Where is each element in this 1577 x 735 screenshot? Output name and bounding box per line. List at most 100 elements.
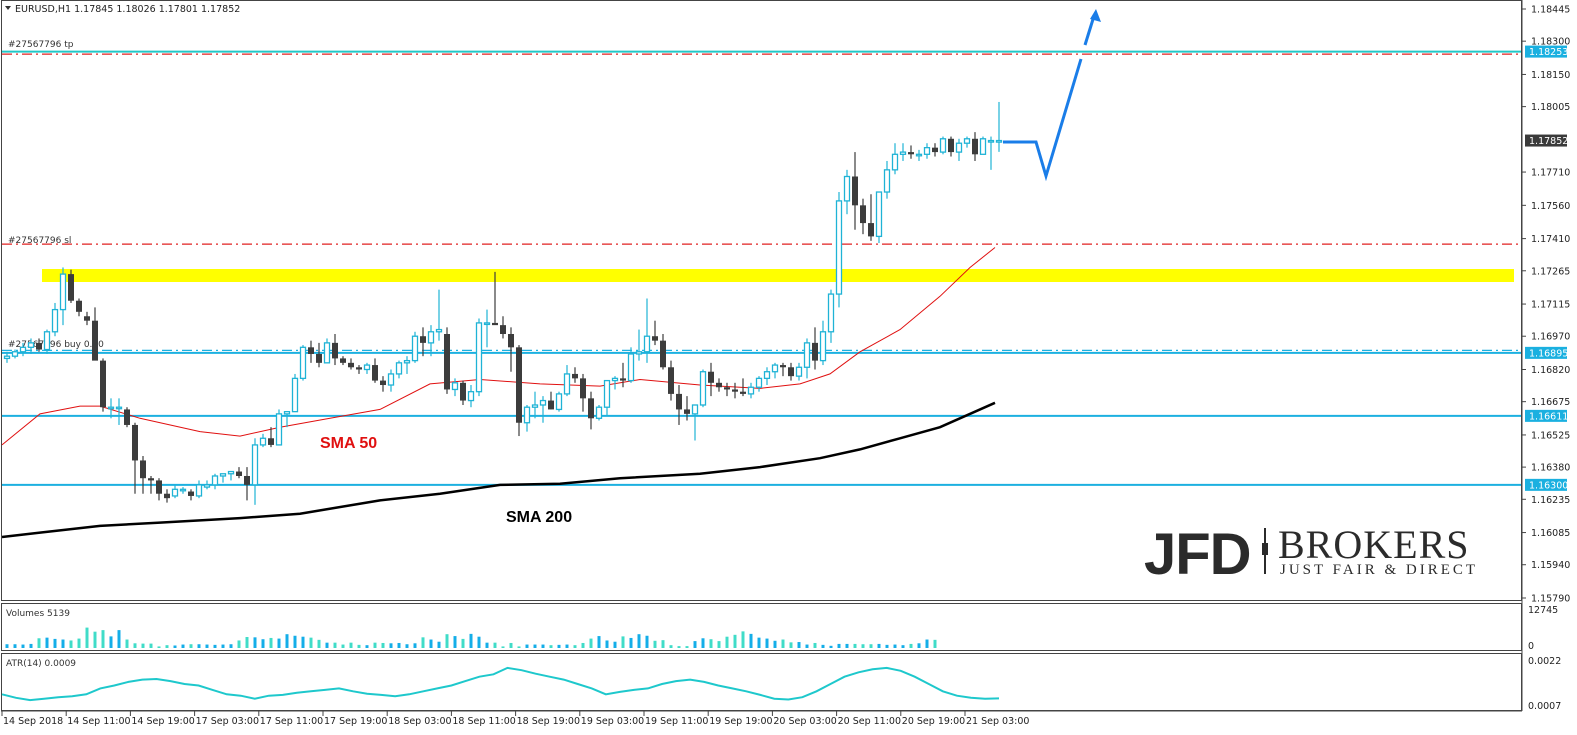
volume-bar <box>701 638 705 648</box>
candle <box>523 404 531 432</box>
volume-bar <box>405 644 409 648</box>
volume-bar <box>805 644 809 648</box>
candle <box>244 467 250 501</box>
candle <box>763 367 771 386</box>
logo-jfd-text: JFD <box>1144 522 1251 587</box>
volume-bar <box>669 645 673 648</box>
price-tick-label: 1.16675 <box>1531 397 1570 408</box>
candle <box>755 376 763 392</box>
candle <box>195 480 203 499</box>
candle <box>555 391 563 412</box>
volume-bar <box>133 643 137 648</box>
volume-bar <box>245 637 249 648</box>
volume-bar <box>837 643 841 648</box>
main-pane[interactable] <box>1 0 1522 711</box>
candle <box>219 473 227 483</box>
candle <box>76 298 82 317</box>
volume-bar <box>413 643 417 648</box>
candle <box>107 398 115 419</box>
candle <box>603 379 611 417</box>
candle <box>251 438 259 505</box>
candle <box>891 143 899 175</box>
volume-bar <box>317 639 321 648</box>
volume-bar <box>37 638 41 648</box>
volume-bar <box>589 638 593 648</box>
candle <box>676 385 682 425</box>
candle <box>803 338 811 379</box>
volume-bar <box>157 646 161 648</box>
candle <box>708 362 714 397</box>
symbol-ohlc-title: EURUSD,H1 1.17845 1.18026 1.17801 1.1785… <box>15 4 240 15</box>
volumes-pane-frame[interactable] <box>1 603 1522 651</box>
candle <box>643 298 651 363</box>
time-tick-label: 20 Sep 11:00 <box>838 716 901 727</box>
volume-bar <box>541 644 545 648</box>
candle <box>932 143 938 157</box>
tp-order-label: #27567796 tp <box>8 40 74 50</box>
volume-bar <box>277 638 281 648</box>
candle <box>427 325 435 357</box>
candle <box>908 145 914 159</box>
volume-bar <box>797 642 801 648</box>
volume-bar <box>877 643 881 648</box>
candle <box>308 340 314 363</box>
volume-bar <box>549 645 553 648</box>
sma50-label: SMA 50 <box>320 435 377 452</box>
volume-bar <box>621 636 625 648</box>
volume-bar <box>125 639 129 648</box>
volume-bar <box>253 637 257 648</box>
volume-bar <box>229 644 233 648</box>
logo-brokers-text: BROKERS <box>1278 522 1470 567</box>
time-tick-label: 19 Sep 19:00 <box>709 716 772 727</box>
candle <box>635 329 643 361</box>
price-tick-label: 1.17410 <box>1531 234 1570 245</box>
volume-bar <box>77 638 81 648</box>
price-tick-label: 1.16235 <box>1531 495 1570 506</box>
atr-pane-frame[interactable] <box>1 653 1522 711</box>
candle <box>740 378 746 397</box>
volume-bar <box>21 644 25 648</box>
price-axis[interactable]: 1.18445 1.18300 1.18150 1.18005 1.17710 1.175… <box>1521 0 1570 711</box>
candle <box>812 327 818 370</box>
candle <box>955 138 963 161</box>
candle <box>732 382 738 399</box>
candle <box>148 475 154 494</box>
candle <box>291 373 299 413</box>
candle <box>588 391 594 430</box>
volume-bar <box>293 635 297 648</box>
volume-bar <box>421 637 425 648</box>
volume-bar <box>765 638 769 648</box>
dropdown-triangle-icon[interactable] <box>5 6 11 10</box>
candle <box>395 360 403 379</box>
projection-path-continuation <box>1083 15 1096 46</box>
candle <box>627 347 635 383</box>
candle <box>668 360 674 401</box>
volume-bar <box>861 644 865 648</box>
volume-bar <box>165 645 169 648</box>
sma200-line <box>1 401 996 539</box>
candle <box>27 338 35 354</box>
price-tick-label: 1.17265 <box>1531 266 1570 277</box>
volume-bar <box>437 641 441 648</box>
volume-bar <box>309 637 313 648</box>
time-axis[interactable]: 14 Sep 2018 14 Sep 11:00 14 Sep 19:00 17 Se… <box>1 710 1522 727</box>
candle <box>475 318 483 397</box>
volume-bar <box>61 639 65 648</box>
volume-bar <box>373 642 377 648</box>
volume-bar <box>189 644 193 648</box>
candle <box>132 422 138 494</box>
sma200-label: SMA 200 <box>506 509 572 526</box>
candle <box>539 396 547 423</box>
candle <box>332 334 338 366</box>
candle <box>979 136 987 155</box>
volume-bar <box>213 644 217 648</box>
candle <box>467 385 475 408</box>
level-price-tag <box>1525 45 1567 58</box>
volume-bar <box>69 640 73 648</box>
time-tick-label: 20 Sep 03:00 <box>773 716 836 727</box>
time-tick-label: 18 Sep 03:00 <box>388 716 451 727</box>
candle <box>987 136 995 170</box>
volume-bar <box>613 641 617 648</box>
volume-bar <box>741 631 745 648</box>
time-tick-label: 18 Sep 11:00 <box>452 716 515 727</box>
